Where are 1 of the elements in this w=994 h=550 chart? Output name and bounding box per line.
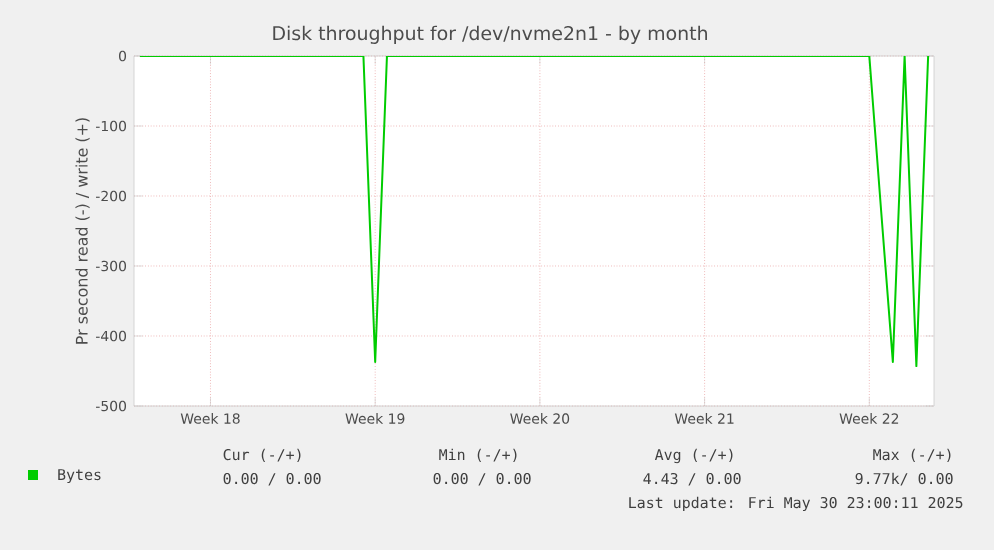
chart-title: Disk throughput for /dev/nvme2n1 - by month [273, 25, 707, 44]
